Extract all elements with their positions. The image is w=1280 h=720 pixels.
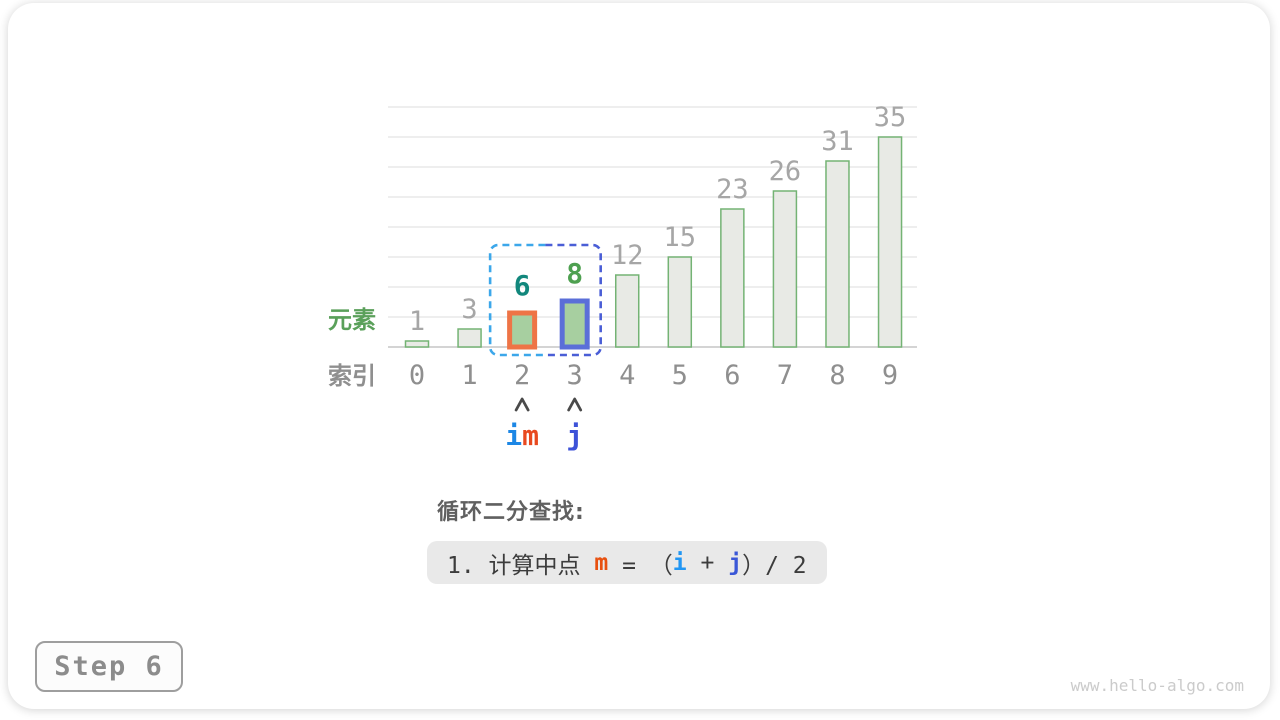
pointer-label-j: j — [566, 419, 583, 452]
bar-4 — [614, 274, 640, 348]
index-label-1: 1 — [461, 360, 477, 391]
index-label-3: 3 — [567, 360, 583, 391]
formula-segment: ）/ 2 — [742, 552, 807, 579]
index-label-9: 9 — [882, 360, 898, 391]
formula-segment: i — [672, 549, 687, 576]
index-label-2: 2 — [514, 360, 530, 391]
bar-5 — [667, 256, 693, 348]
formula-box: 1. 计算中点 m = （i + j ）/ 2 — [427, 541, 827, 584]
y-axis-label: 元素 — [328, 306, 376, 334]
index-label-5: 5 — [672, 360, 688, 391]
formula-segment: j — [728, 549, 743, 576]
range-dashed-box-right — [545, 243, 602, 357]
bar-value-label: 6 — [514, 269, 531, 302]
bar-value-label: 12 — [611, 240, 644, 271]
index-label-0: 0 — [409, 360, 425, 391]
formula-segment: m — [594, 549, 609, 576]
caption-heading: 循环二分查找: — [437, 500, 585, 525]
bar-value-label: 1 — [409, 306, 425, 337]
bar-value-label: 23 — [716, 174, 749, 205]
bar-highlighted-3 — [559, 298, 590, 350]
x-axis-label: 索引 — [328, 362, 376, 390]
bar-1 — [457, 328, 482, 348]
pointer-arrow — [567, 397, 583, 412]
formula-segment: = （ — [608, 552, 673, 579]
range-dashed-box-left — [488, 243, 546, 357]
bar-0 — [404, 340, 430, 348]
bar-8 — [825, 160, 850, 348]
bar-9 — [877, 136, 903, 348]
index-label-8: 8 — [829, 360, 845, 391]
bar-7 — [772, 190, 798, 348]
pointer-label-im: im — [505, 419, 539, 452]
formula-segment: 1. 计算中点 — [447, 552, 595, 579]
bar-value-label: 3 — [461, 294, 477, 325]
bar-highlighted-2 — [507, 310, 538, 350]
bar-value-label: 35 — [874, 102, 907, 133]
pointer-arrow — [514, 397, 530, 412]
figure-card — [8, 3, 1270, 709]
watermark: www.hello-algo.com — [1070, 676, 1244, 695]
bar-value-label: 15 — [664, 222, 697, 253]
index-label-7: 7 — [777, 360, 793, 391]
bar-value-label: 31 — [821, 126, 854, 157]
index-label-4: 4 — [619, 360, 635, 391]
step-badge: Step 6 — [35, 641, 183, 692]
formula-segment: + — [686, 549, 729, 576]
index-label-6: 6 — [724, 360, 740, 391]
bar-6 — [720, 208, 745, 348]
bar-value-label: 8 — [566, 257, 583, 290]
bar-value-label: 26 — [769, 156, 802, 187]
